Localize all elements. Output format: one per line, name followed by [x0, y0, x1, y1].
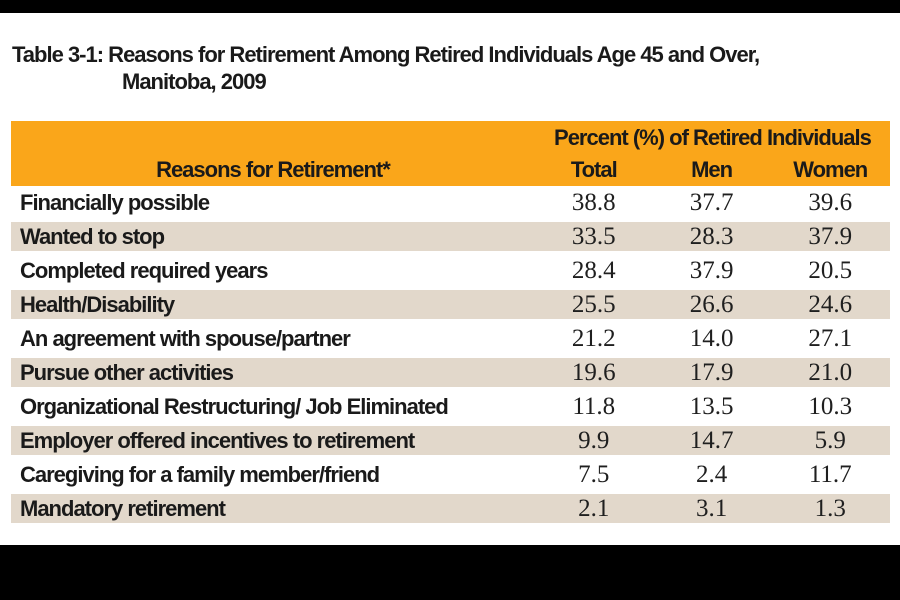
table-row: An agreement with spouse/partner 21.2 14… — [11, 322, 890, 356]
cell-total: 28.4 — [534, 254, 653, 288]
table-row: Pursue other activities 19.6 17.9 21.0 — [11, 356, 890, 390]
table-title-line1: Table 3-1: Reasons for Retirement Among … — [12, 42, 760, 67]
row-label: An agreement with spouse/partner — [11, 322, 535, 356]
row-label: Organizational Restructuring/ Job Elimin… — [11, 390, 535, 424]
column-header-row: Reasons for Retirement* Total Men Women — [11, 154, 890, 186]
cell-total: 25.5 — [534, 288, 653, 322]
row-label: Caregiving for a family member/friend — [11, 458, 535, 492]
row-label: Wanted to stop — [11, 220, 535, 254]
cell-men: 14.0 — [652, 322, 771, 356]
cell-men: 14.7 — [652, 424, 771, 458]
cell-women: 1.3 — [770, 492, 890, 526]
table-body: Financially possible 38.8 37.7 39.6 Want… — [11, 186, 890, 526]
cell-total: 21.2 — [534, 322, 653, 356]
cell-total: 33.5 — [534, 220, 653, 254]
column-header-women: Women — [770, 154, 890, 186]
cell-total: 38.8 — [534, 186, 653, 220]
cell-women: 24.6 — [770, 288, 890, 322]
cell-men: 13.5 — [652, 390, 771, 424]
cell-men: 37.7 — [652, 186, 771, 220]
cell-total: 11.8 — [534, 390, 653, 424]
cell-total: 19.6 — [534, 356, 653, 390]
table-row: Caregiving for a family member/friend 7.… — [11, 458, 890, 492]
cell-women: 10.3 — [770, 390, 890, 424]
cell-men: 37.9 — [652, 254, 771, 288]
cell-men: 2.4 — [652, 458, 771, 492]
cell-men: 17.9 — [652, 356, 771, 390]
cell-women: 39.6 — [770, 186, 890, 220]
table-title-line2: Manitoba, 2009 — [122, 69, 267, 94]
header-spacer — [11, 121, 535, 154]
row-label: Pursue other activities — [11, 356, 535, 390]
table-header: Percent (%) of Retired Individuals Reaso… — [11, 121, 890, 186]
table-row: Financially possible 38.8 37.7 39.6 — [11, 186, 890, 220]
group-header-row: Percent (%) of Retired Individuals — [11, 121, 890, 154]
cell-women: 37.9 — [770, 220, 890, 254]
table-row: Mandatory retirement 2.1 3.1 1.3 — [11, 492, 890, 526]
column-header-reasons: Reasons for Retirement* — [11, 154, 535, 186]
row-label: Financially possible — [11, 186, 535, 220]
cell-total: 9.9 — [534, 424, 653, 458]
page-background: Table 3-1: Reasons for Retirement Among … — [0, 13, 900, 545]
retirement-reasons-table: Percent (%) of Retired Individuals Reaso… — [11, 121, 890, 526]
cell-total: 2.1 — [534, 492, 653, 526]
table-row: Organizational Restructuring/ Job Elimin… — [11, 390, 890, 424]
cell-women: 11.7 — [770, 458, 890, 492]
cell-total: 7.5 — [534, 458, 653, 492]
column-header-total: Total — [534, 154, 653, 186]
cell-women: 21.0 — [770, 356, 890, 390]
group-header-label: Percent (%) of Retired Individuals — [534, 121, 890, 154]
table-row: Employer offered incentives to retiremen… — [11, 424, 890, 458]
row-label: Completed required years — [11, 254, 535, 288]
cell-women: 20.5 — [770, 254, 890, 288]
cell-women: 5.9 — [770, 424, 890, 458]
cell-men: 28.3 — [652, 220, 771, 254]
table-row: Completed required years 28.4 37.9 20.5 — [11, 254, 890, 288]
table-row: Health/Disability 25.5 26.6 24.6 — [11, 288, 890, 322]
table-title: Table 3-1: Reasons for Retirement Among … — [12, 41, 900, 95]
cell-women: 27.1 — [770, 322, 890, 356]
table-row: Wanted to stop 33.5 28.3 37.9 — [11, 220, 890, 254]
retirement-table-container: Percent (%) of Retired Individuals Reaso… — [11, 121, 890, 526]
row-label: Mandatory retirement — [11, 492, 535, 526]
cell-men: 3.1 — [652, 492, 771, 526]
column-header-men: Men — [652, 154, 771, 186]
row-label: Health/Disability — [11, 288, 535, 322]
cell-men: 26.6 — [652, 288, 771, 322]
row-label: Employer offered incentives to retiremen… — [11, 424, 535, 458]
